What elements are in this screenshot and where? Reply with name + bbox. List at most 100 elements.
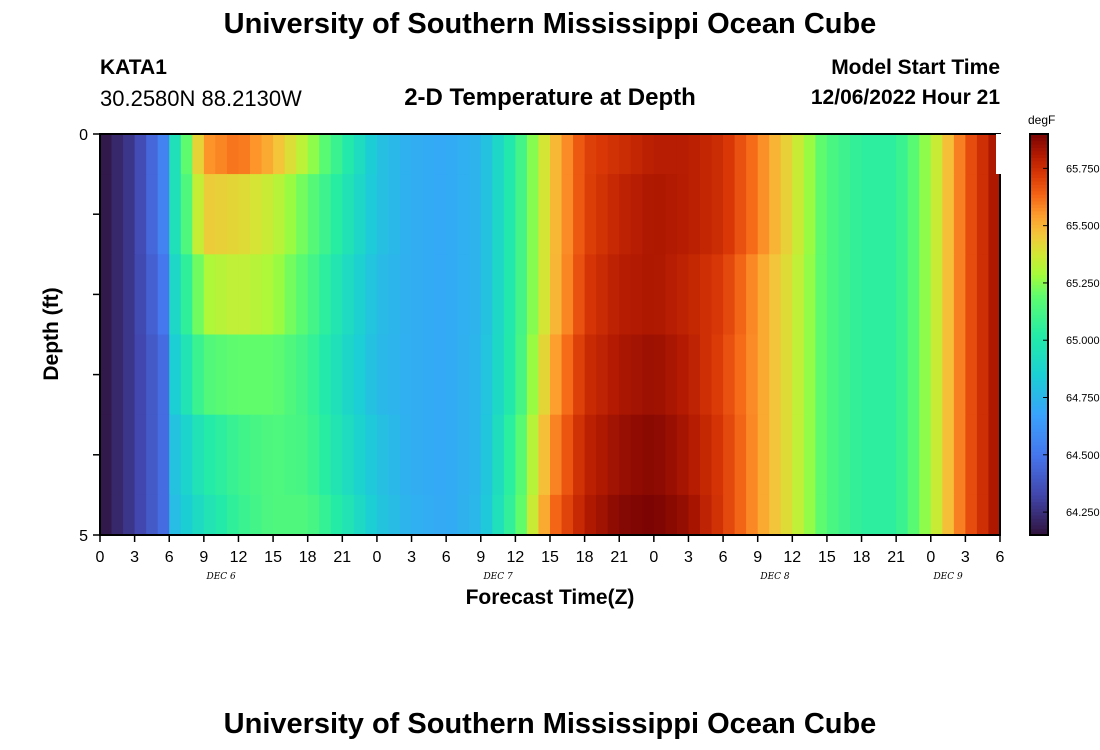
heatmap-cell: [919, 174, 932, 255]
x-day-label: DEC 7: [482, 572, 513, 582]
colorbar-segment: [1030, 257, 1048, 262]
colorbar-segment: [1030, 194, 1048, 199]
heatmap-cell: [596, 414, 609, 496]
x-axis-label: Forecast Time(Z): [465, 586, 635, 609]
heatmap-cell: [676, 254, 690, 336]
x-tick-label: 0: [372, 549, 381, 566]
heatmap-cell: [780, 494, 793, 536]
heatmap-cell: [919, 134, 932, 175]
heatmap-cell: [630, 414, 643, 496]
heatmap-cell: [700, 254, 713, 336]
heatmap-cell: [550, 254, 563, 336]
heatmap-cell: [423, 414, 436, 496]
heatmap-cell: [169, 254, 182, 336]
heatmap-cell: [423, 334, 436, 416]
heatmap-cell: [700, 414, 713, 496]
heatmap-cell: [480, 494, 493, 536]
heatmap-cell: [676, 334, 690, 416]
heatmap-cell: [446, 254, 459, 336]
colorbar-segment: [1030, 301, 1048, 306]
heatmap-cell: [250, 334, 263, 416]
heatmap-cell: [146, 334, 159, 416]
colorbar-segment: [1030, 454, 1048, 459]
heatmap-cell: [342, 174, 355, 255]
heatmap-cell: [815, 254, 828, 336]
colorbar-segment: [1030, 361, 1048, 366]
colorbar-segment: [1030, 528, 1048, 533]
heatmap-cell: [192, 134, 205, 175]
heatmap-cell: [526, 334, 540, 416]
x-day-label: DEC 8: [759, 572, 790, 582]
colorbar-segment: [1030, 264, 1048, 269]
heatmap-cell: [723, 254, 736, 336]
heatmap-cell: [180, 494, 193, 536]
heatmap-cell: [838, 334, 851, 416]
heatmap-cell: [619, 334, 632, 416]
heatmap-cell: [965, 414, 978, 496]
heatmap-cell: [388, 334, 401, 416]
heatmap-cell: [469, 414, 482, 496]
heatmap-cell: [873, 334, 886, 416]
colorbar-segment: [1030, 434, 1048, 439]
heatmap-cell: [192, 254, 205, 336]
colorbar-tick-label: 65.500: [1066, 221, 1100, 233]
colorbar-segment: [1030, 474, 1048, 479]
colorbar-segment: [1030, 327, 1048, 332]
heatmap-cell: [896, 254, 909, 336]
heatmap-cell: [123, 254, 136, 336]
colorbar-segment: [1030, 351, 1048, 356]
heatmap-cell: [238, 254, 251, 336]
heatmap-cell: [180, 254, 193, 336]
colorbar-segment: [1030, 401, 1048, 406]
heatmap-cell: [676, 174, 690, 255]
heatmap-cell: [388, 134, 401, 175]
colorbar-segment: [1030, 244, 1048, 249]
heatmap-cell: [388, 174, 401, 255]
x-day-label: DEC 6: [206, 572, 237, 582]
heatmap-cell: [273, 174, 286, 255]
heatmap-cell: [261, 494, 274, 536]
heatmap-cell: [330, 254, 343, 336]
colorbar-segment: [1030, 428, 1048, 433]
colorbar-segment: [1030, 491, 1048, 496]
station-coordinates: 30.2580N 88.2130W: [100, 86, 302, 111]
x-tick-label: 15: [818, 549, 836, 566]
heatmap-cell: [215, 414, 228, 496]
heatmap-cell: [503, 414, 516, 496]
heatmap-cell: [215, 334, 228, 416]
heatmap-cell: [457, 494, 470, 536]
heatmap-cell: [803, 174, 816, 255]
heatmap-cell: [284, 494, 297, 536]
heatmap-cell: [503, 134, 516, 175]
heatmap-cell: [630, 254, 643, 336]
heatmap-cell: [134, 174, 147, 255]
heatmap-cell: [838, 494, 851, 536]
colorbar-segment: [1030, 384, 1048, 389]
heatmap-cell: [215, 174, 228, 255]
heatmap-cell: [988, 414, 1001, 496]
heatmap-cell: [757, 134, 770, 175]
heatmap-cell: [642, 334, 655, 416]
colorbar-segment: [1030, 321, 1048, 326]
heatmap-cell: [296, 254, 309, 336]
heatmap-cell: [607, 334, 620, 416]
heatmap-cell: [330, 334, 343, 416]
heatmap-cell: [780, 334, 793, 416]
colorbar-segment: [1030, 144, 1048, 148]
heatmap-cell: [723, 134, 736, 175]
heatmap-cell: [746, 334, 759, 416]
heatmap-cell: [342, 494, 355, 536]
heatmap-cell: [573, 334, 586, 416]
heatmap-cell: [157, 414, 170, 496]
heatmap-cell: [919, 414, 932, 496]
heatmap-cell: [526, 414, 540, 496]
colorbar-segment: [1030, 521, 1048, 526]
heatmap-cell: [100, 174, 113, 255]
heatmap-cell: [330, 494, 343, 536]
heatmap-cell: [884, 134, 897, 175]
x-tick-label: 9: [199, 549, 208, 566]
colorbar-segment: [1030, 391, 1048, 396]
heatmap-cell: [734, 334, 747, 416]
heatmap-cell: [446, 134, 459, 175]
heatmap-cell: [503, 174, 516, 255]
